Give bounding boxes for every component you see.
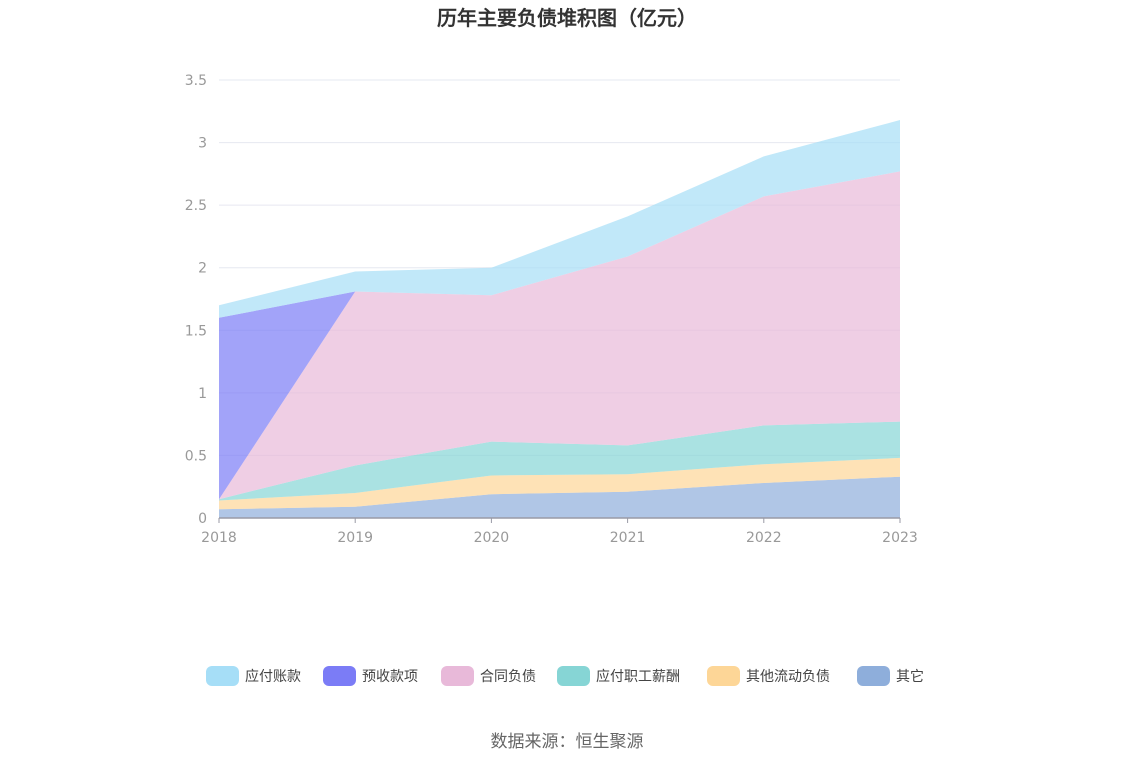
area-series-shape [219,476,900,518]
legend-label: 合同负债 [480,669,536,685]
legend-label: 应付账款 [245,668,301,685]
axes: 2018 2019 2020 2021 2022 2023 [201,517,918,546]
legend-label: 其他流动负债 [746,669,830,685]
area-series-shape [219,171,900,500]
legend-swatch [557,666,590,686]
x-tick-label: 2018 [201,530,237,546]
x-tick-label: 2022 [746,530,782,546]
area-series [219,120,900,518]
x-tick-label: 2021 [610,530,646,546]
legend-label: 预收款项 [362,669,418,685]
y-tick-label: 0 [198,511,207,527]
x-tick-label: 2023 [882,530,918,546]
y-tick-label: 3 [198,136,207,152]
legend: 应付账款 预收款项 合同负债 应付职工薪酬 其他流动负债 其它 [206,666,924,686]
x-tick-label: 2019 [337,530,373,546]
legend-swatch [323,666,356,686]
area-series-shape [219,120,900,318]
legend-swatch [441,666,474,686]
y-tick-label: 2 [198,261,207,277]
chart-title: 历年主要负债堆积图（亿元） [437,6,697,30]
legend-label: 应付职工薪酬 [596,668,680,685]
legend-swatch [707,666,740,686]
y-tick-label: 1.5 [185,323,207,339]
area-series-shape [219,457,900,510]
legend-swatch [857,666,890,686]
y-tick-label: 3.5 [185,73,207,89]
y-tick-label: 0.5 [185,448,207,464]
y-tick-label: 1 [198,386,207,402]
x-tick-label: 2020 [474,530,510,546]
legend-swatch [206,666,239,686]
source-note: 数据来源：恒生聚源 [491,732,644,752]
y-tick-label: 2.5 [185,198,207,214]
area-series-shape [219,421,900,501]
legend-label: 其它 [896,668,924,685]
